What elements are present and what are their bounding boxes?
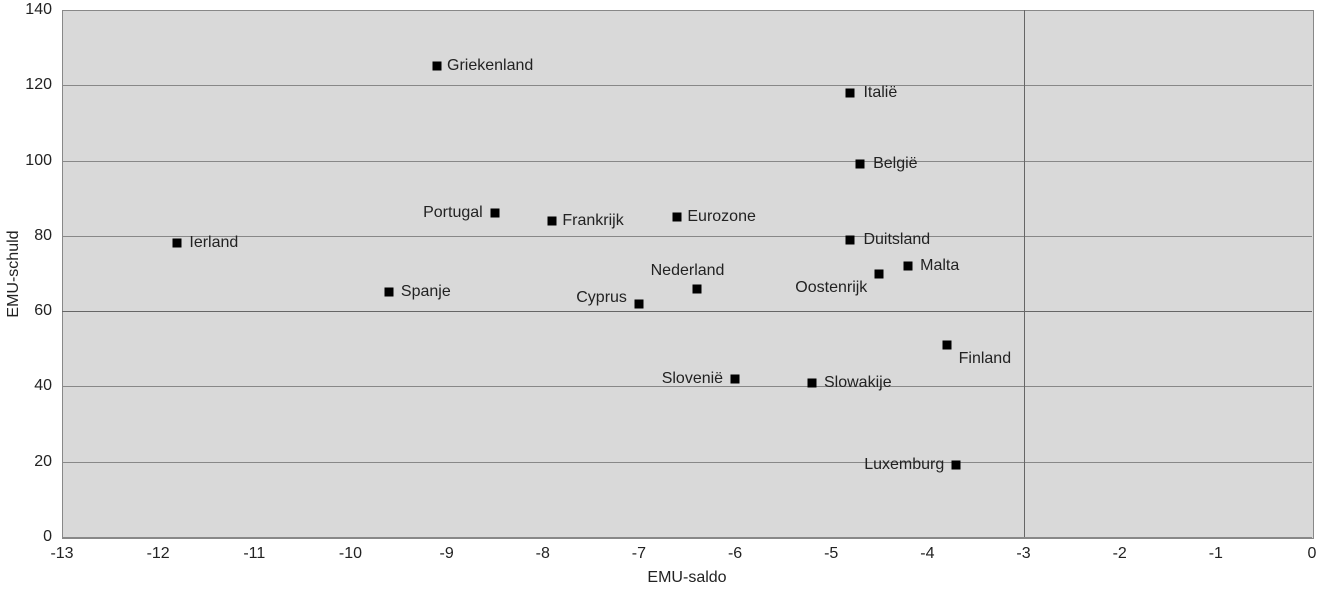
data-point [673, 213, 682, 222]
data-point-label: Spanje [401, 283, 451, 301]
data-point [634, 299, 643, 308]
data-point [692, 284, 701, 293]
x-tick-label: -10 [339, 545, 362, 563]
data-point-label: Duitsland [863, 231, 930, 249]
data-point-label: Griekenland [447, 57, 533, 75]
x-tick-label: -8 [536, 545, 550, 563]
data-point-label: Slowakije [824, 374, 892, 392]
data-point [548, 216, 557, 225]
x-tick-label: -6 [728, 545, 742, 563]
data-point-label: Nederland [651, 262, 725, 280]
x-tick-label: -7 [632, 545, 646, 563]
x-tick-label: -13 [50, 545, 73, 563]
gridline-h [62, 10, 1312, 11]
y-tick-label: 0 [0, 528, 52, 546]
data-point [846, 235, 855, 244]
y-tick-label: 140 [0, 1, 52, 19]
data-point [904, 261, 913, 270]
data-point-label: Frankrijk [562, 212, 623, 230]
y-tick-label: 20 [0, 453, 52, 471]
gridline-h [62, 462, 1312, 463]
data-point [808, 378, 817, 387]
y-tick-label: 100 [0, 152, 52, 170]
gridline-h [62, 85, 1312, 86]
data-point-label: Malta [920, 257, 959, 275]
x-tick-label: 0 [1308, 545, 1317, 563]
x-tick-label: -12 [147, 545, 170, 563]
x-tick-label: -1 [1209, 545, 1223, 563]
x-reference-line [1024, 10, 1025, 537]
data-point-label: Oostenrijk [795, 279, 867, 297]
data-point-label: Cyprus [576, 289, 627, 307]
x-tick-label: -11 [243, 545, 265, 563]
x-axis-label: EMU-saldo [647, 569, 726, 587]
data-point-label: Luxemburg [864, 456, 944, 474]
data-point [846, 88, 855, 97]
x-tick-label: -5 [824, 545, 838, 563]
data-point [173, 239, 182, 248]
data-point [384, 288, 393, 297]
data-point-label: Ierland [189, 234, 238, 252]
data-point [952, 461, 961, 470]
gridline-h [62, 161, 1312, 162]
data-point [942, 341, 951, 350]
y-tick-label: 40 [0, 377, 52, 395]
y-tick-label: 120 [0, 76, 52, 94]
data-point-label: Eurozone [687, 208, 756, 226]
x-tick-label: -4 [920, 545, 934, 563]
data-point-label: België [873, 155, 917, 173]
gridline-h [62, 537, 1312, 538]
data-point-label: Finland [959, 350, 1011, 368]
data-point [856, 160, 865, 169]
data-point [731, 374, 740, 383]
data-point-label: Italië [863, 84, 897, 102]
data-point-label: Portugal [423, 204, 483, 222]
y-reference-line [62, 311, 1312, 312]
x-tick-label: -2 [1113, 545, 1127, 563]
x-tick-label: -3 [1016, 545, 1030, 563]
emu-scatter-chart: 020406080100120140-13-12-11-10-9-8-7-6-5… [0, 0, 1329, 602]
x-tick-label: -9 [439, 545, 453, 563]
data-point [433, 62, 442, 71]
data-point [490, 209, 499, 218]
y-axis-label: EMU-schuld [5, 230, 23, 317]
data-point-label: Slovenië [662, 370, 723, 388]
data-point [875, 269, 884, 278]
gridline-h [62, 236, 1312, 237]
